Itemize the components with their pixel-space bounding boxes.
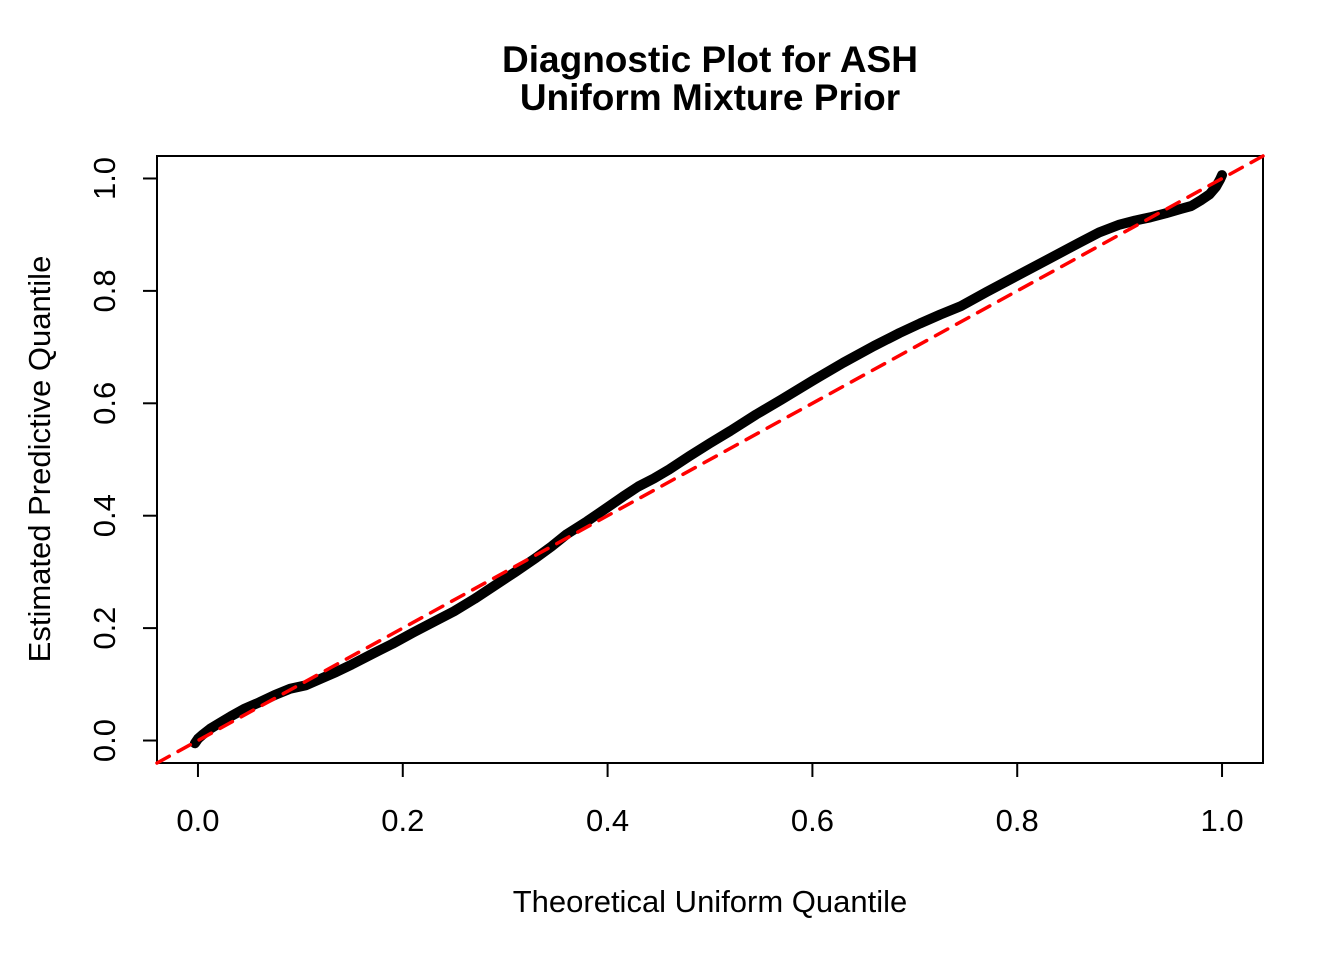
x-axis-tick-label: 1.0 xyxy=(1200,803,1243,838)
x-axis-tick-label: 0.4 xyxy=(586,803,629,838)
y-axis-tick-label: 0.2 xyxy=(87,607,122,650)
chart-title: Diagnostic Plot for ASH Uniform Mixture … xyxy=(157,41,1263,117)
chart-title-line-2: Uniform Mixture Prior xyxy=(519,77,901,118)
y-axis-tick-label: 0.0 xyxy=(87,719,122,762)
y-axis-title: Estimated Predictive Quantile xyxy=(22,255,57,663)
x-axis-tick-label: 0.2 xyxy=(381,803,424,838)
y-axis-tick-label: 1.0 xyxy=(87,157,122,200)
qq-curve xyxy=(189,170,1227,749)
y-axis-tick-label: 0.4 xyxy=(87,494,122,537)
x-axis-tick-label: 0.8 xyxy=(996,803,1039,838)
y-axis-tick-label: 0.8 xyxy=(87,269,122,312)
chart-title-line-1: Diagnostic Plot for ASH xyxy=(502,39,918,80)
plot-box xyxy=(156,155,1264,764)
x-axis-tick-label: 0.0 xyxy=(176,803,219,838)
reference-line xyxy=(155,154,1265,765)
x-axis-tick-label: 0.6 xyxy=(791,803,834,838)
y-axis-tick-label: 0.6 xyxy=(87,382,122,425)
x-axis-title: Theoretical Uniform Quantile xyxy=(512,884,908,919)
